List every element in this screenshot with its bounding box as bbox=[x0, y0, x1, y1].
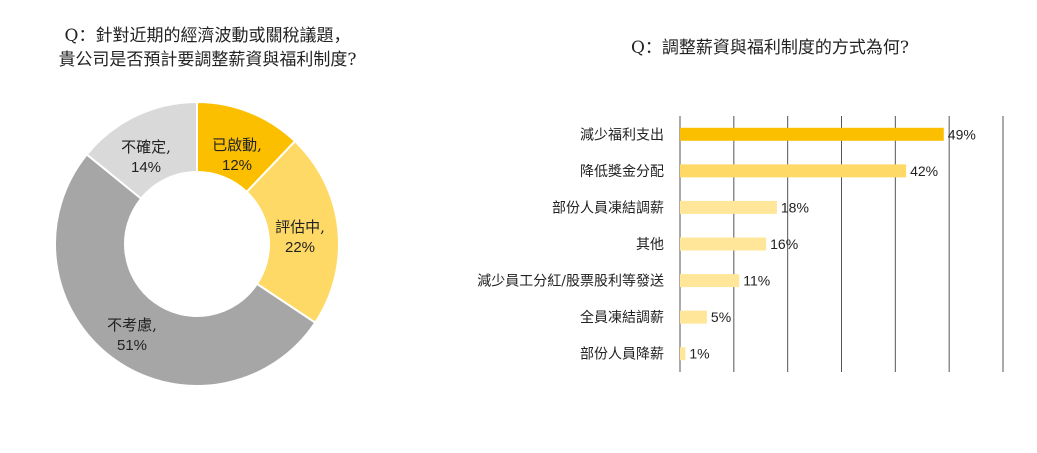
bar bbox=[680, 274, 740, 288]
bar-value-label: 16% bbox=[770, 236, 798, 252]
donut-chart-title: Q：針對近期的經濟波動或關稅議題， 貴公司是否預計要調整薪資與福利制度? bbox=[10, 24, 405, 72]
bar bbox=[680, 200, 777, 214]
bar-value-label: 18% bbox=[781, 199, 809, 215]
donut-slice-label: 不考慮, bbox=[107, 316, 157, 334]
donut-title-line-2: 貴公司是否預計要調整薪資與福利制度? bbox=[58, 50, 357, 70]
bar bbox=[680, 347, 686, 361]
donut-slice bbox=[54, 153, 317, 387]
donut-slice-value: 51% bbox=[117, 337, 147, 354]
bar bbox=[680, 127, 944, 141]
bar-category-label: 減少員工分紅/股票股利等發送 bbox=[477, 273, 664, 290]
donut-slice-value: 22% bbox=[285, 239, 315, 256]
donut-slice-label: 不確定, bbox=[121, 138, 171, 156]
bar-category-label: 降低獎金分配 bbox=[580, 164, 664, 180]
bar-value-label: 1% bbox=[689, 346, 709, 362]
bar-value-label: 49% bbox=[948, 126, 976, 142]
bar-category-label: 全員凍結調薪 bbox=[580, 309, 664, 326]
donut-slice bbox=[85, 100, 198, 201]
bar bbox=[680, 164, 907, 178]
donut-slice-label: 評估中, bbox=[275, 218, 325, 236]
donut-slice-value: 14% bbox=[131, 159, 161, 176]
donut-slice-value: 12% bbox=[222, 157, 252, 174]
bar-value-label: 5% bbox=[711, 309, 731, 325]
donut-title-line-1: Q：針對近期的經濟波動或關稅議題， bbox=[64, 26, 351, 46]
bar bbox=[680, 310, 707, 324]
bar-value-label: 42% bbox=[910, 163, 938, 179]
bar-value-label: 11% bbox=[743, 273, 770, 289]
donut-slice bbox=[245, 139, 340, 325]
bar-category-label: 其他 bbox=[636, 237, 664, 253]
bar-category-label: 部份人員凍結調薪 bbox=[552, 200, 664, 216]
bar-chart-title: Q：調整薪資與福利制度的方式為何? bbox=[630, 38, 910, 58]
bar bbox=[680, 237, 767, 251]
bar-category-label: 減少福利支出 bbox=[580, 126, 664, 143]
donut-slice-label: 已啟動, bbox=[212, 136, 262, 154]
bar-category-label: 部份人員降薪 bbox=[580, 347, 664, 363]
